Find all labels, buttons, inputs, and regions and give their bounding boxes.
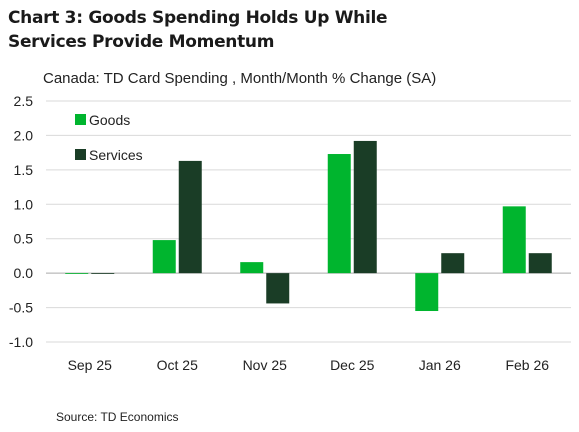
- y-tick-label: 2.0: [14, 127, 34, 143]
- x-tick-label: Jan 26: [419, 357, 461, 373]
- x-tick-label: Feb 26: [505, 357, 549, 373]
- bar-goods: [502, 206, 526, 274]
- y-tick-label: 0.0: [14, 265, 34, 281]
- y-tick-label: 2.5: [14, 93, 34, 109]
- y-tick-label: -1.0: [9, 334, 33, 350]
- bar-goods: [415, 273, 439, 312]
- x-tick-label: Nov 25: [243, 357, 288, 373]
- source-note: Source: TD Economics: [56, 410, 179, 424]
- bar-services: [441, 253, 465, 274]
- bar-goods: [65, 273, 89, 274]
- bar-services: [178, 160, 202, 274]
- legend-swatch-goods: [75, 114, 86, 125]
- y-tick-label: 0.5: [14, 231, 34, 247]
- bar-services: [91, 273, 115, 274]
- x-tick-label: Dec 25: [330, 357, 375, 373]
- legend-swatch-services: [75, 149, 86, 160]
- bar-services: [353, 140, 377, 274]
- bar-goods: [327, 154, 351, 274]
- chart-title-line-1: Chart 3: Goods Spending Holds Up While: [8, 8, 388, 28]
- y-tick-label: 1.0: [14, 196, 34, 212]
- bar-services: [528, 253, 552, 274]
- bar-goods: [240, 262, 264, 274]
- chart-subtitle: Canada: TD Card Spending , Month/Month %…: [43, 70, 437, 87]
- chart-title: Chart 3: Goods Spending Holds Up While S…: [8, 6, 568, 54]
- x-tick-label: Sep 25: [68, 357, 113, 373]
- legend-label-services: Services: [89, 147, 143, 163]
- bar-goods: [152, 240, 176, 274]
- bar-services: [266, 273, 290, 304]
- chart-title-line-2: Services Provide Momentum: [8, 32, 275, 52]
- legend-label-goods: Goods: [89, 112, 130, 128]
- y-tick-label: -0.5: [9, 300, 33, 316]
- x-tick-label: Oct 25: [157, 357, 198, 373]
- y-tick-label: 1.5: [14, 162, 34, 178]
